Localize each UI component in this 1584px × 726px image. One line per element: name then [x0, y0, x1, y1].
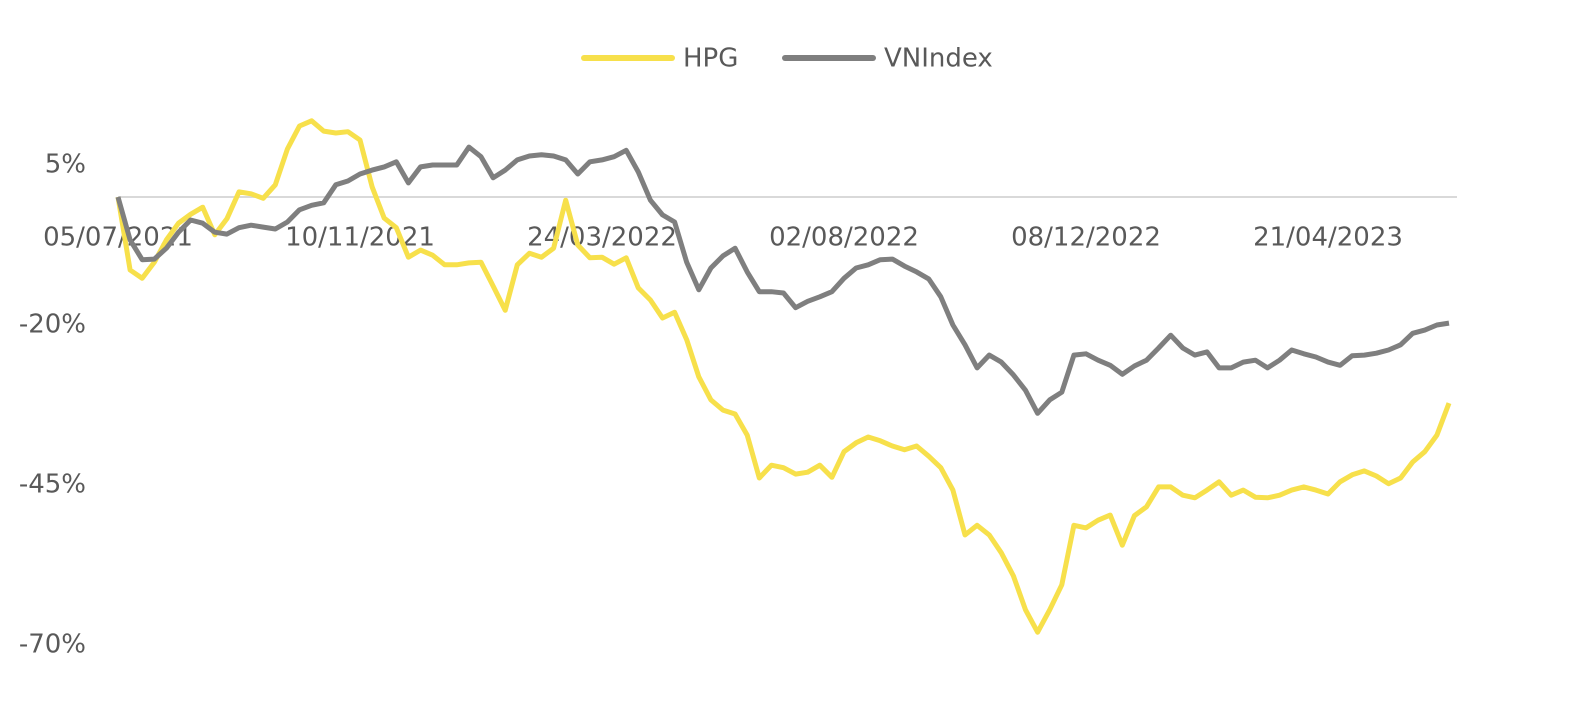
x-tick-label: 02/08/2022 — [769, 223, 919, 253]
legend-label: HPG — [683, 44, 738, 74]
y-tick-label: 5% — [45, 150, 86, 180]
y-tick-label: -20% — [19, 310, 86, 340]
x-tick-label: 21/04/2023 — [1253, 223, 1403, 253]
line-series — [115, 144, 1450, 416]
x-tick-label: 24/03/2022 — [527, 223, 677, 253]
y-tick-label: -45% — [19, 470, 86, 500]
line-series — [115, 118, 1452, 635]
x-tick-label: 10/11/2021 — [285, 223, 435, 253]
x-tick-label: 08/12/2022 — [1011, 223, 1161, 253]
legend-label: VNIndex — [884, 44, 993, 74]
y-tick-label: -70% — [19, 630, 86, 660]
